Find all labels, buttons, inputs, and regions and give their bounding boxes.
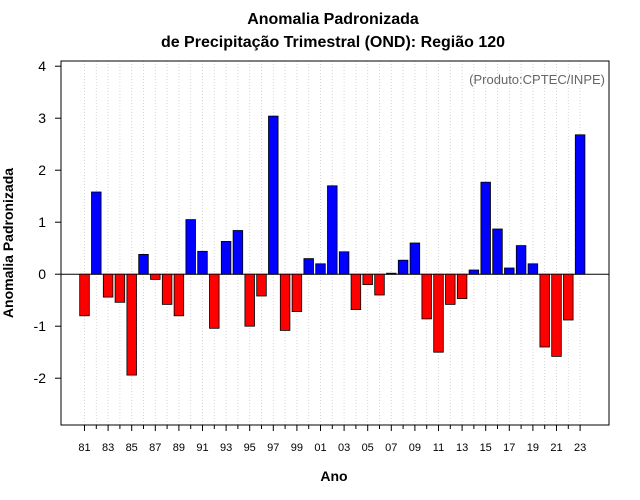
y-tick-label: 4 — [38, 58, 46, 74]
bar-1984 — [114, 273, 126, 303]
x-tick-label: 99 — [291, 442, 303, 454]
bar-1988 — [161, 273, 173, 305]
x-tick-label: 93 — [220, 442, 232, 454]
bar-1993 — [220, 240, 232, 275]
y-tick-label: 2 — [38, 162, 46, 178]
plot-frame — [60, 60, 610, 426]
x-tick-label: 03 — [338, 442, 350, 454]
bar-1998 — [279, 273, 291, 331]
y-axis-label: Anomalia Padronizada — [0, 168, 16, 318]
x-tick-label: 19 — [527, 442, 539, 454]
bar-1983 — [102, 273, 114, 298]
x-tick-label: 09 — [409, 442, 421, 454]
bar-2013 — [456, 273, 468, 300]
y-tick-label: -1 — [34, 318, 47, 334]
bar-2008 — [397, 259, 409, 275]
y-tick-label: 3 — [38, 110, 46, 126]
bar-2022 — [563, 273, 574, 321]
bar-1990 — [185, 219, 196, 275]
bar-2005 — [362, 273, 373, 286]
x-tick-label: 17 — [503, 442, 515, 454]
bars-group — [79, 115, 586, 376]
x-tick-label: 01 — [314, 442, 326, 454]
bar-2015 — [480, 181, 491, 275]
bar-2014 — [468, 269, 480, 275]
y-tick-label: -2 — [34, 370, 47, 386]
y-axis: -2 -1 0 1 2 3 4 — [34, 58, 61, 386]
x-tick-label: 95 — [244, 442, 256, 454]
x-axis-label: Ano — [320, 468, 347, 484]
bar-1987 — [150, 273, 161, 280]
bar-1991 — [197, 250, 208, 275]
x-tick-label: 15 — [480, 442, 492, 454]
bar-2011 — [433, 273, 444, 353]
y-tick-label: 0 — [38, 266, 46, 282]
bar-1981 — [79, 273, 90, 317]
bar-2007 — [386, 272, 397, 275]
x-tick-label: 11 — [433, 442, 444, 454]
bar-2017 — [504, 267, 515, 275]
x-tick-label: 89 — [173, 442, 185, 454]
bar-2001 — [315, 263, 326, 275]
bar-1989 — [173, 273, 185, 317]
x-tick-label: 81 — [78, 442, 90, 454]
bar-2018 — [515, 245, 527, 275]
x-tick-label: 83 — [102, 442, 114, 454]
bar-2023 — [574, 134, 586, 275]
bar-2002 — [327, 185, 338, 275]
y-tick-label: 1 — [38, 214, 46, 230]
bar-2012 — [445, 273, 456, 305]
bar-1997 — [268, 115, 279, 275]
chart-title-line1: Anomalia Padronizada — [247, 11, 419, 28]
bar-2004 — [350, 273, 362, 311]
credit-text: (Produto:CPTEC/INPE) — [469, 72, 605, 87]
bar-2020 — [539, 273, 550, 348]
bar-1992 — [209, 273, 220, 329]
x-tick-label: 23 — [574, 442, 586, 454]
bar-2000 — [303, 258, 314, 275]
x-tick-label: 97 — [267, 442, 279, 454]
vertical-gridlines — [84, 61, 581, 425]
x-tick-label: 91 — [196, 442, 208, 454]
x-tick-label: 21 — [550, 442, 562, 454]
bar-1996 — [256, 273, 267, 297]
bar-2003 — [338, 251, 350, 275]
x-tick-label: 87 — [149, 442, 161, 454]
x-axis: 81 83 85 87 89 91 93 95 97 99 01 03 05 07 09 11 13 15 17 19… — [78, 425, 586, 454]
x-tick-label: 85 — [126, 442, 138, 454]
bar-1999 — [291, 273, 303, 313]
bar-1986 — [138, 253, 149, 275]
x-tick-label: 05 — [362, 442, 374, 454]
bar-1985 — [126, 273, 137, 376]
bar-2016 — [492, 228, 503, 275]
bar-2021 — [551, 273, 562, 357]
bar-2019 — [527, 263, 539, 275]
x-tick-label: 13 — [456, 442, 468, 454]
bar-1982 — [91, 191, 102, 275]
bar-2009 — [409, 242, 421, 275]
bar-2006 — [374, 273, 385, 296]
bar-1995 — [244, 273, 255, 327]
chart-title-line2: de Precipitação Trimestral (OND): Região… — [161, 34, 505, 51]
x-tick-label: 07 — [385, 442, 397, 454]
bar-1994 — [232, 230, 244, 275]
bar-2010 — [421, 273, 432, 320]
